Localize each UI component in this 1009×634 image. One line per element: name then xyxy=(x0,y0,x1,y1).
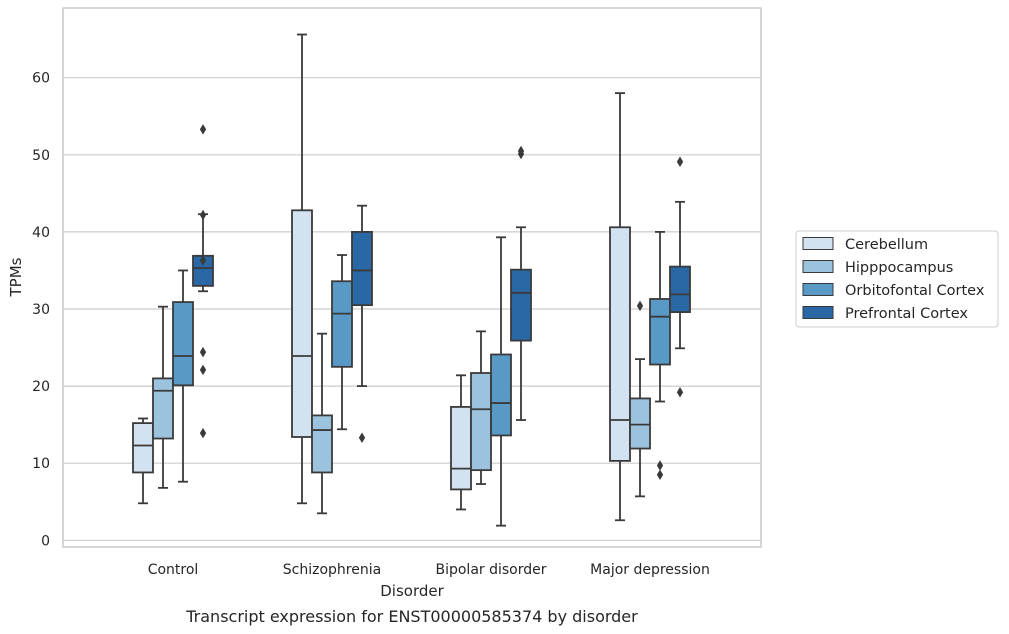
legend-frame xyxy=(795,230,999,328)
y-tick-label: 10 xyxy=(32,456,50,472)
x-tick-label: Bipolar disorder xyxy=(435,562,546,578)
x-tick-label: Major depression xyxy=(590,562,710,578)
x-axis-label: Disorder xyxy=(380,582,444,600)
iqr-box xyxy=(311,414,333,474)
outlier-point xyxy=(676,156,684,167)
y-tick-label: 40 xyxy=(32,225,50,241)
box xyxy=(172,269,194,483)
chart-caption: Transcript expression for ENST0000058537… xyxy=(185,607,638,626)
series-hipppocampus xyxy=(152,300,651,515)
y-tick-label: 30 xyxy=(32,302,50,318)
legend-label: Hipppocampus xyxy=(845,260,953,276)
box xyxy=(351,204,373,444)
iqr-box xyxy=(490,353,512,437)
outlier-point xyxy=(199,124,207,135)
iqr-box xyxy=(470,372,492,472)
x-tick-label: Schizophrenia xyxy=(283,562,381,578)
outlier-point xyxy=(676,387,684,398)
outlier-point xyxy=(656,469,664,481)
iqr-box xyxy=(132,422,154,474)
iqr-box xyxy=(510,268,532,342)
legend: Cerebellum Hipppocampus Orbitofontal Corte… xyxy=(795,230,999,328)
iqr-box xyxy=(172,301,194,387)
legend-label: Orbitofontal Cortex xyxy=(845,283,985,299)
iqr-box xyxy=(450,406,472,491)
legend-swatch xyxy=(802,283,834,296)
iqr-box xyxy=(609,226,631,462)
box xyxy=(132,417,154,505)
y-tick-label: 0 xyxy=(41,533,50,549)
box xyxy=(629,300,651,498)
outlier-point xyxy=(636,300,644,312)
outlier-point xyxy=(199,209,207,221)
outlier-point xyxy=(199,255,207,266)
outlier-point xyxy=(358,432,366,444)
box xyxy=(609,92,631,522)
series-orbitofontal-cortex xyxy=(172,230,671,527)
box xyxy=(450,374,472,511)
x-tick-label: Control xyxy=(148,562,199,578)
legend-label: Prefrontal Cortex xyxy=(845,306,968,322)
y-tick-label: 20 xyxy=(32,379,50,395)
outlier-point xyxy=(517,145,525,157)
series-prefrontal-cortex xyxy=(192,124,691,444)
iqr-box xyxy=(669,265,691,313)
outlier-point xyxy=(199,346,207,358)
legend-label: Cerebellum xyxy=(845,237,928,253)
y-tick-label: 50 xyxy=(32,148,50,164)
outlier-point xyxy=(199,364,207,376)
legend-swatch xyxy=(802,306,834,319)
box xyxy=(510,145,532,421)
box xyxy=(649,230,671,481)
box xyxy=(669,156,691,398)
plot-area xyxy=(63,8,761,547)
iqr-box xyxy=(351,230,373,307)
box-series xyxy=(132,33,691,527)
box xyxy=(311,332,333,515)
iqr-box xyxy=(629,397,651,450)
iqr-box xyxy=(649,298,671,366)
plot-border xyxy=(62,7,762,548)
x-tick-labels: Control Schizophrenia Bipolar disorder Majo… xyxy=(148,562,710,578)
series-cerebellum xyxy=(132,33,631,522)
iqr-box xyxy=(331,280,353,368)
y-tick-label: 60 xyxy=(32,71,50,87)
box xyxy=(152,305,174,489)
legend-swatch xyxy=(802,237,834,250)
y-tick-labels: 0 10 20 30 40 50 60 xyxy=(32,71,50,550)
iqr-box xyxy=(152,377,174,440)
box xyxy=(291,33,313,505)
outlier-point xyxy=(199,427,207,439)
box xyxy=(490,236,512,527)
box xyxy=(192,124,214,439)
box xyxy=(331,254,353,431)
y-axis-label: TPMs xyxy=(7,257,25,297)
iqr-box xyxy=(291,209,313,438)
legend-swatch xyxy=(802,260,834,273)
outlier-point xyxy=(656,460,664,471)
